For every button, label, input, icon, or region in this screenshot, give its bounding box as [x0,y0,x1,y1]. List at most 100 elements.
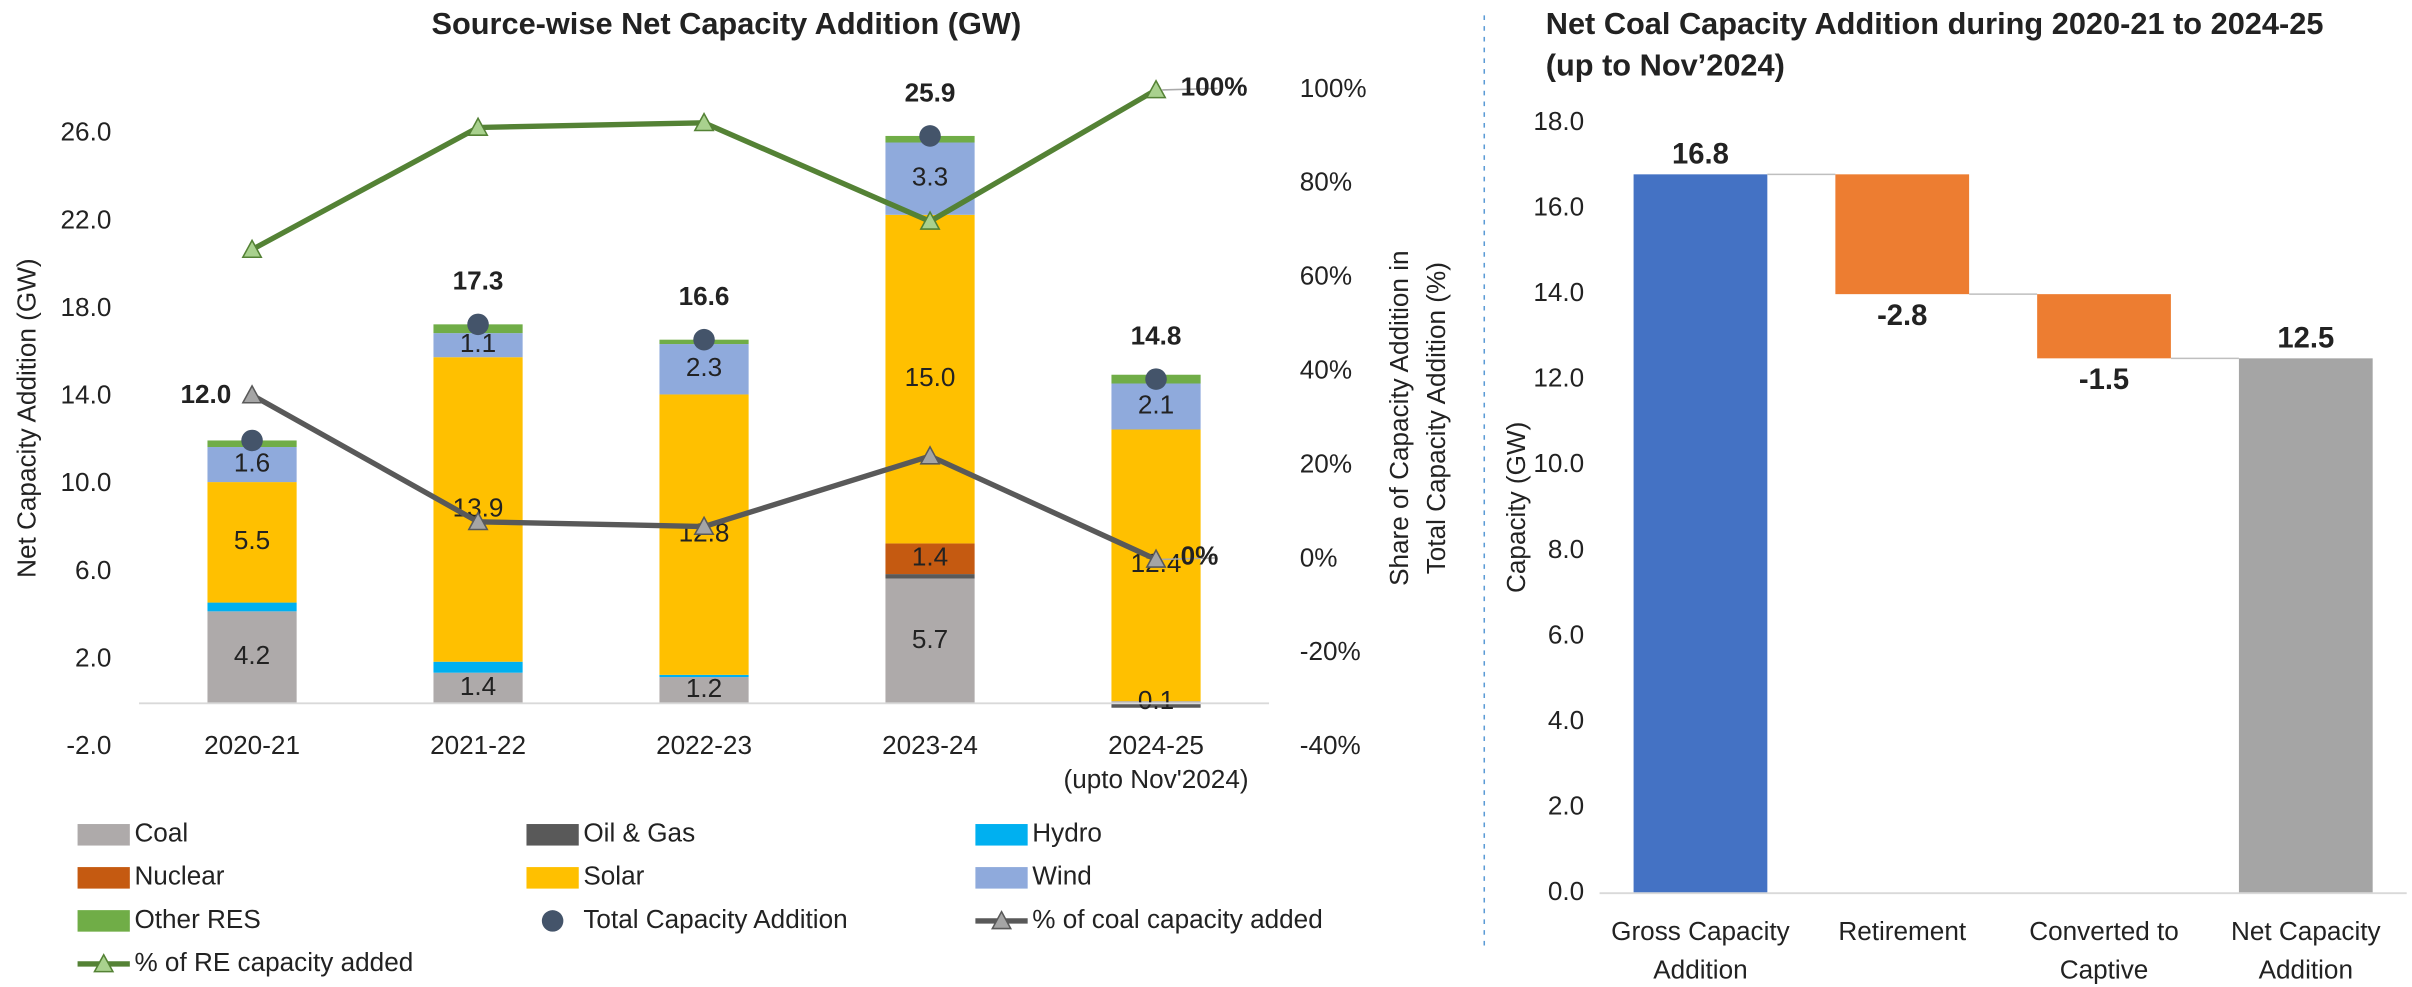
x-tick-label: 2021-22 [430,730,526,760]
leader-line [1162,87,1218,91]
y-tick-label: 4.0 [1548,705,1584,735]
segment-label: 15.0 [905,362,956,392]
bar-segment [659,677,749,704]
y-tick-label: 12.0 [1533,363,1584,393]
legend-label: Nuclear [134,861,224,891]
legend-label: Oil & Gas [583,818,695,848]
y2-tick-label: 20% [1300,448,1352,478]
legend-swatch [541,910,564,932]
x-tick-label: Retirement [1838,916,1967,946]
y-tick-label: 2.0 [75,642,111,672]
y-tick-label: 0.0 [1548,876,1584,906]
legend-swatch [975,824,1028,846]
legend-label: % of coal capacity added [1032,904,1322,934]
y2-tick-label: -40% [1300,730,1361,760]
chart-title: Net Coal Capacity Addition during 2020-2… [1546,6,2324,83]
y-tick-label: 10.0 [61,467,112,497]
total-label: 17.3 [453,266,504,296]
line-label: 0% [1181,541,1219,571]
bar-segment [433,672,523,704]
marker [919,445,941,465]
total-marker [919,125,941,147]
legend-marker [991,910,1013,930]
legend-swatch [975,867,1028,889]
y2-tick-label: 60% [1300,261,1352,291]
value-label: 16.8 [1672,139,1729,171]
legend-swatch [77,824,130,846]
segment-label: 3.3 [912,162,948,192]
legend-swatch [526,867,579,889]
y-tick-label: 18.0 [1533,106,1584,136]
legend-label: Solar [583,861,644,891]
marker [1145,548,1167,568]
segment-label: 5.7 [912,624,948,654]
y-tick-label: 6.0 [1548,619,1584,649]
legend-label: Other RES [134,904,260,934]
bar-segment [659,344,749,395]
waterfall-bar [1835,174,1970,295]
bar-segment [885,543,975,575]
total-label: 16.6 [679,281,730,311]
waterfall-bar [1633,174,1768,894]
marker [241,384,263,404]
value-label: 12.5 [2277,323,2334,355]
waterfall-bar [2238,358,2373,894]
bar-segment [885,214,975,544]
y-tick-label: -2.0 [66,730,111,760]
legend-label: Wind [1032,861,1092,891]
y-tick-label: 2.0 [1548,791,1584,821]
bar-segment [207,611,297,704]
x-tick-label: 2020-21 [204,730,300,760]
bar-segment [207,447,297,483]
x-tick-label: 2023-24 [882,730,978,760]
value-label: -1.5 [2079,364,2129,396]
chart-title: Source-wise Net Capacity Addition (GW) [431,6,1021,41]
bar-segment [659,674,749,678]
y2-tick-label: 0% [1300,542,1338,572]
y2-tick-label: -20% [1300,636,1361,666]
y2-axis-title: Share of Capacity Addition in Total Capac… [1384,250,1451,585]
segment-label: 2.1 [1138,389,1174,419]
marker [919,210,941,230]
legend-swatch [77,867,130,889]
y-axis-title: Capacity (GW) [1501,422,1531,593]
marker [241,238,263,259]
y-tick-label: 22.0 [61,204,112,234]
bar-segment [885,574,975,579]
bar-segment [433,357,523,662]
segment-label: 1.4 [912,542,948,572]
marker [693,515,715,535]
y-tick-label: 18.0 [61,292,112,322]
segment-label: 2.3 [686,352,722,382]
segment-label: 0.1 [1138,685,1174,715]
x-tick-label: 2024-25 (upto Nov'2024) [1063,730,1248,794]
total-marker [241,429,263,452]
legend-label: Hydro [1032,818,1102,848]
bar-segment [207,482,297,603]
total-label: 12.0 [181,379,232,409]
segment-label: 5.5 [234,525,270,555]
marker [693,111,715,132]
segment-label: 1.6 [234,447,270,477]
total-marker [1145,368,1167,390]
y-tick-label: 10.0 [1533,448,1584,478]
waterfall-bar [2037,294,2171,359]
total-marker [467,313,489,336]
x-tick-label: Converted to Captive [2029,916,2179,984]
y-tick-label: 16.0 [1533,191,1584,221]
bar-segment [885,578,975,704]
marker [1145,79,1167,99]
legend-label: Total Capacity Addition [583,904,847,934]
total-label: 14.8 [1131,321,1182,351]
legend-label: Coal [134,818,188,848]
bar-segment [1111,383,1201,430]
segment-label: 1.4 [460,671,496,701]
bar-segment [1111,701,1201,704]
segment-label: 4.2 [234,640,270,670]
y-tick-label: 8.0 [1548,534,1584,564]
legend-marker [93,953,115,973]
y-tick-label: 6.0 [75,555,111,585]
x-tick-label: Net Capacity Addition [2231,916,2381,984]
line-label: 100% [1181,71,1248,101]
